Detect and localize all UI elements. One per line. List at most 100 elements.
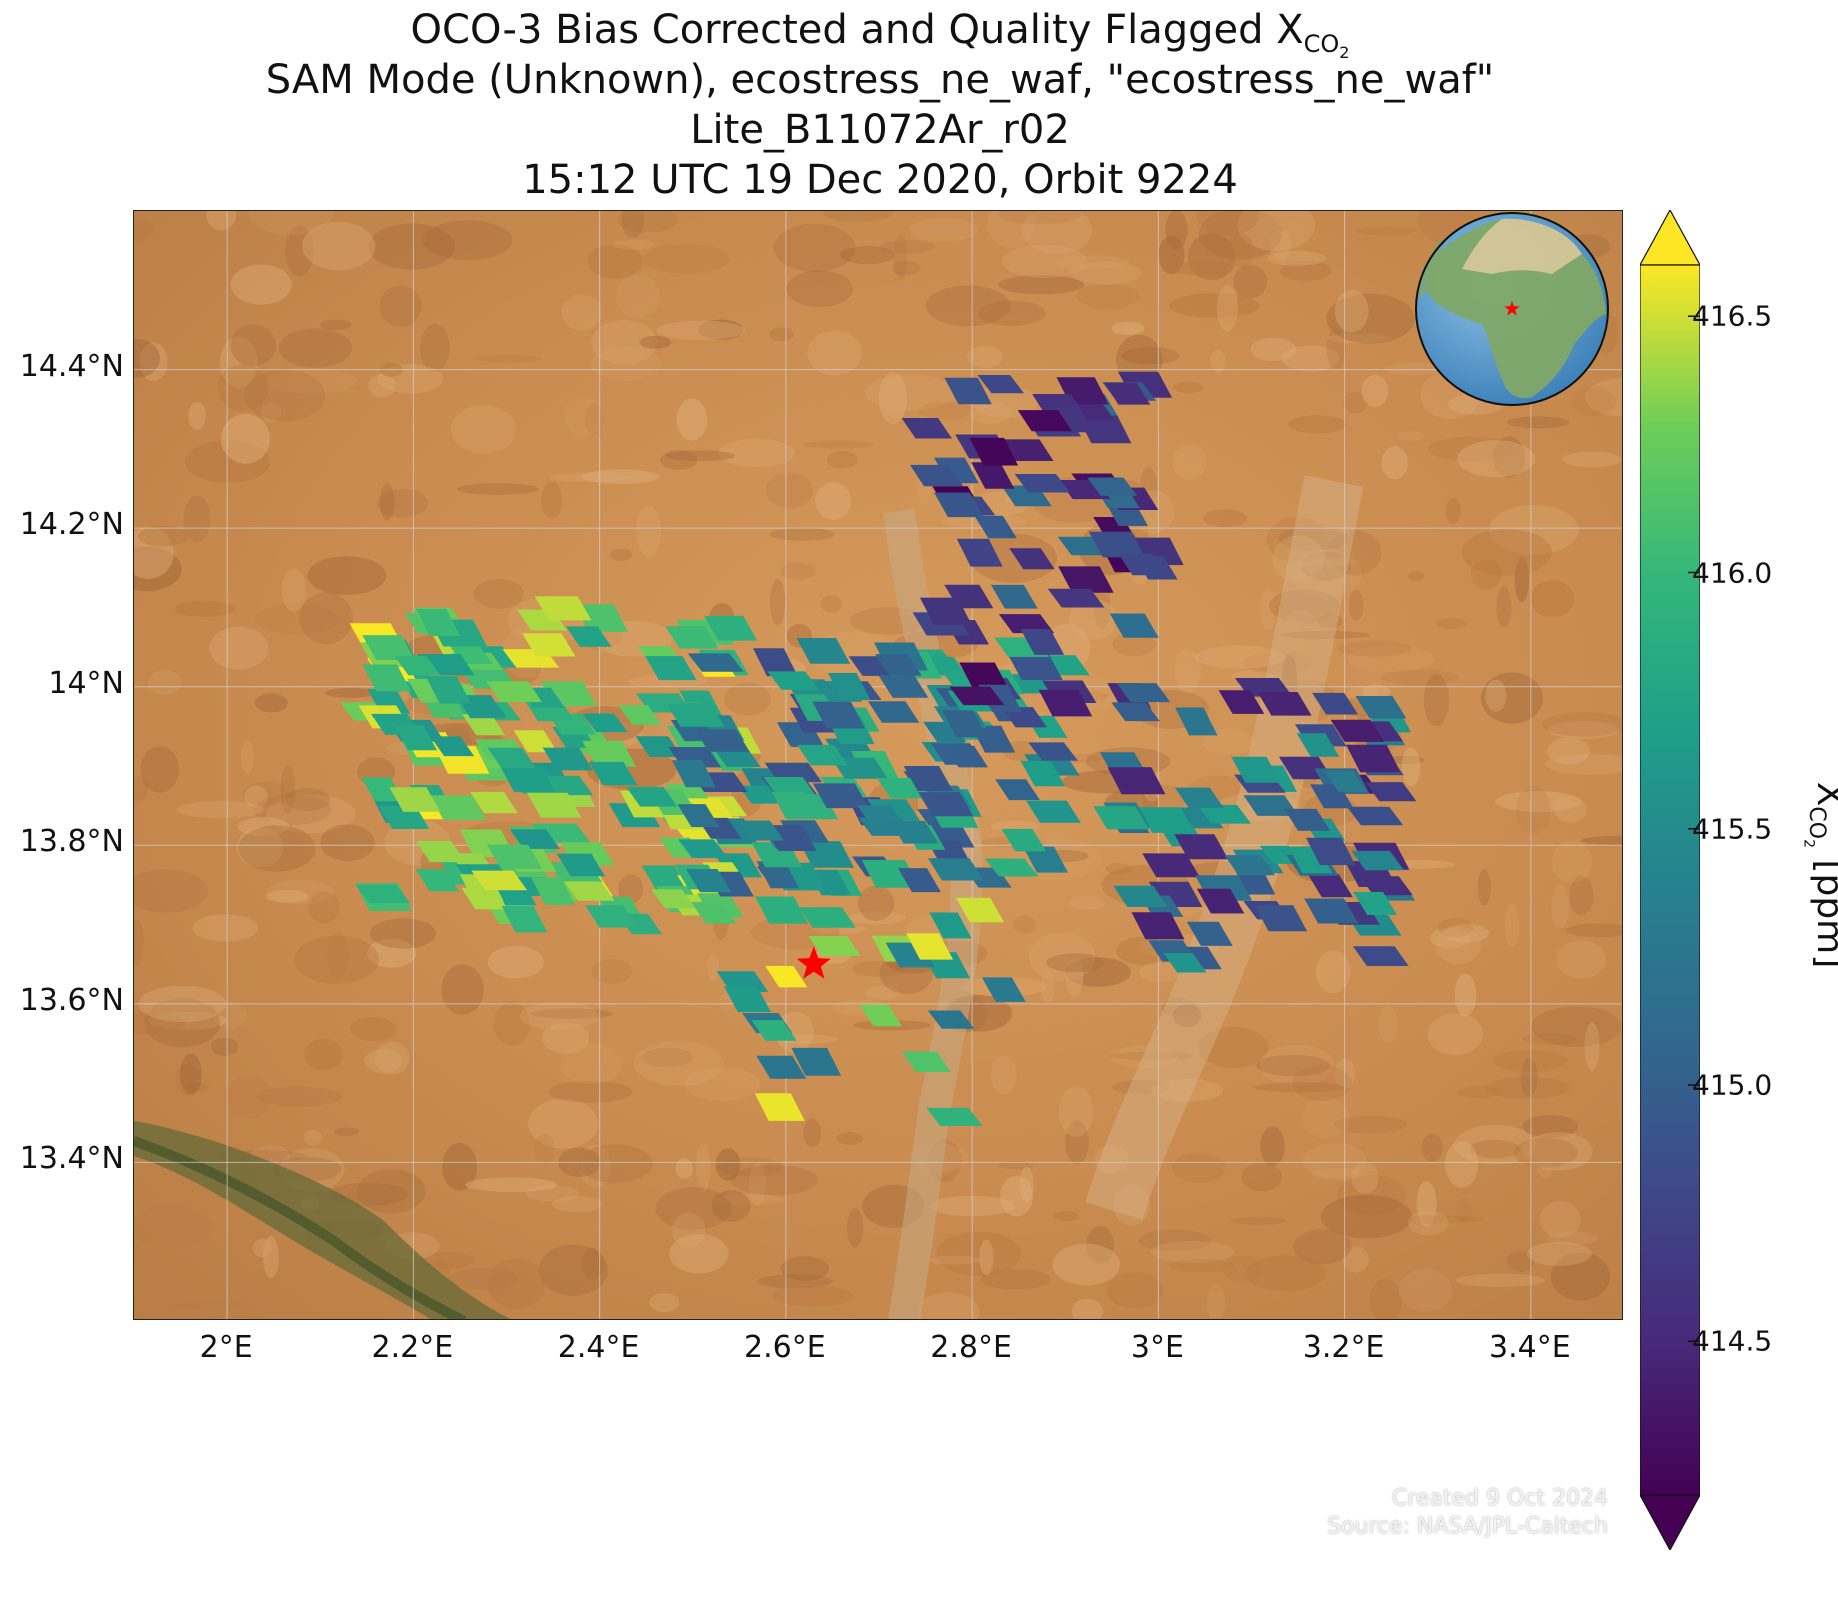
- terrain-patch: [1165, 211, 1188, 250]
- terrain-patch: [377, 364, 444, 394]
- sounding-footprint: [1142, 853, 1200, 878]
- terrain-patch: [1343, 391, 1368, 414]
- terrain-patch: [1381, 669, 1459, 686]
- sounding-footprint: [691, 902, 737, 924]
- terrain-patch: [1427, 1013, 1484, 1056]
- terrain-patch: [210, 1037, 239, 1056]
- terrain-patch: [639, 335, 672, 349]
- lon-tick-label: 2.6°E: [744, 1330, 826, 1365]
- sounding-footprint: [756, 861, 800, 889]
- terrain-patch: [769, 327, 794, 342]
- sounding-footprint: [926, 1107, 983, 1126]
- terrain-patch: [1427, 436, 1517, 462]
- terrain-patch: [1022, 211, 1093, 255]
- sounding-footprint: [487, 844, 543, 869]
- target-star-marker[interactable]: [796, 946, 831, 979]
- sounding-footprint: [1231, 756, 1281, 783]
- terrain-patch: [1541, 712, 1622, 737]
- sounding-footprint: [929, 912, 972, 939]
- terrain-patch: [237, 817, 290, 836]
- sounding-footprint: [1304, 898, 1359, 924]
- terrain-patch: [1423, 674, 1450, 727]
- terrain-patch: [176, 801, 264, 819]
- terrain-patch: [1229, 233, 1254, 269]
- sounding-footprint: [1038, 689, 1093, 717]
- terrain-patch: [422, 220, 513, 260]
- terrain-patch: [1065, 957, 1084, 997]
- terrain-patch: [524, 1185, 580, 1202]
- sounding-footprint: [1352, 946, 1409, 966]
- footprints-layer: [340, 371, 1417, 1126]
- terrain-patch: [1151, 1240, 1235, 1264]
- terrain-patch: [541, 1022, 590, 1054]
- terrain-patch: [617, 211, 679, 233]
- sounding-footprint: [534, 596, 592, 621]
- sounding-footprint: [1107, 767, 1166, 795]
- terrain-patch: [1484, 1076, 1570, 1099]
- sounding-footprint: [526, 792, 582, 818]
- terrain-patch: [997, 1161, 1034, 1170]
- terrain-patch: [561, 294, 603, 331]
- lon-tick-label: 3.4°E: [1489, 1330, 1571, 1365]
- terrain-patch: [836, 1132, 864, 1145]
- sounding-footprint: [859, 1004, 903, 1027]
- terrain-patch: [1514, 1137, 1578, 1168]
- terrain-patch: [826, 450, 858, 469]
- terrain-patch: [1495, 791, 1582, 812]
- terrain-patch: [1229, 1216, 1287, 1226]
- lat-tick-label: 14.4°N: [19, 348, 124, 384]
- terrain-patch: [780, 1256, 830, 1281]
- sounding-footprint: [971, 462, 1015, 489]
- terrain-patch: [715, 1148, 741, 1181]
- lat-tick-label: 13.4°N: [19, 1141, 124, 1177]
- terrain-patch: [134, 546, 182, 592]
- terrain-patch: [633, 1040, 724, 1086]
- colorbar-tick-label: 415.5: [1692, 812, 1773, 846]
- terrain-patch: [718, 438, 795, 468]
- terrain-patch: [1086, 1226, 1114, 1264]
- sounding-footprint: [1014, 474, 1070, 493]
- colorbar-tick-label: 415.0: [1692, 1068, 1773, 1102]
- terrain-patch: [1076, 283, 1139, 309]
- terrain-patch: [1243, 651, 1316, 675]
- terrain-patch: [375, 1041, 410, 1075]
- sounding-footprint: [1116, 683, 1171, 703]
- terrain-patch: [879, 240, 935, 254]
- terrain-patch: [528, 1098, 599, 1149]
- terrain-patch: [1369, 1278, 1402, 1319]
- terrain-patch: [179, 1053, 202, 1095]
- terrain-patch: [278, 328, 353, 368]
- terrain-patch: [1206, 1283, 1226, 1319]
- terrain-patch: [1052, 1243, 1120, 1286]
- terrain-patch: [972, 386, 1039, 418]
- sounding-footprint: [753, 648, 798, 677]
- terrain-patch: [147, 670, 182, 695]
- globe-star-marker: [1504, 301, 1520, 316]
- sounding-footprint: [1324, 770, 1367, 792]
- sounding-footprint: [796, 638, 851, 664]
- terrain-patch: [1407, 571, 1425, 581]
- map-panel[interactable]: [133, 210, 1623, 1320]
- terrain-patch: [1520, 1058, 1538, 1097]
- sounding-footprint: [425, 676, 471, 704]
- sounding-footprint: [1163, 953, 1207, 973]
- lon-tick-label: 3.2°E: [1302, 1330, 1385, 1365]
- terrain-patch: [578, 1144, 653, 1183]
- sounding-footprint: [1020, 629, 1065, 655]
- terrain-patch: [1386, 755, 1425, 765]
- terrain-patch: [1151, 1078, 1224, 1102]
- terrain-patch: [530, 1008, 613, 1019]
- terrain-patch: [1326, 333, 1391, 344]
- terrain-patch: [192, 914, 258, 942]
- terrain-patch: [294, 935, 380, 984]
- sounding-footprint: [522, 633, 576, 657]
- terrain-patch: [591, 959, 633, 984]
- terrain-patch: [1547, 737, 1591, 765]
- terrain-patch: [1580, 836, 1622, 845]
- terrain-patch: [772, 1286, 855, 1307]
- terrain-patch: [1158, 235, 1185, 275]
- terrain-patch: [1537, 1158, 1553, 1178]
- terrain-patch: [244, 785, 268, 808]
- sounding-footprint: [755, 896, 808, 924]
